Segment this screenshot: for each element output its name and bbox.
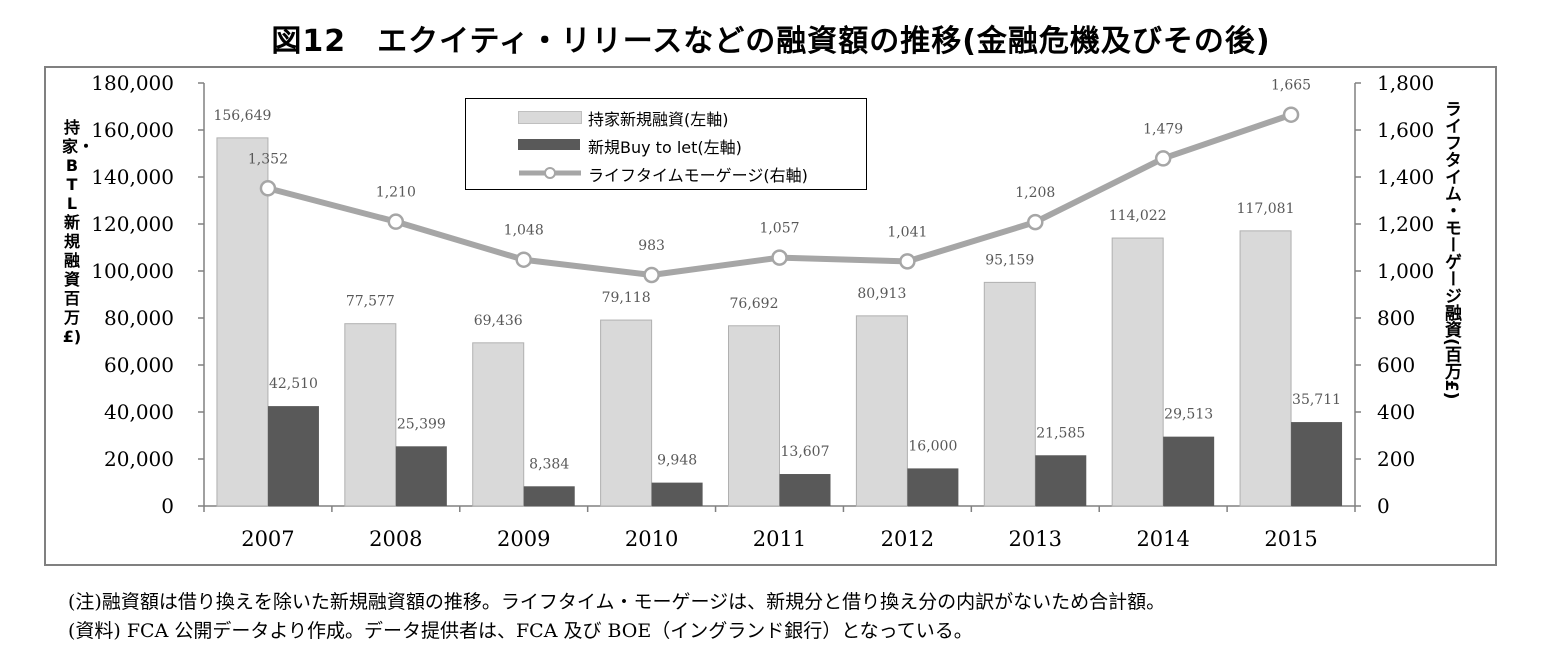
footnote-source: (資料) FCA 公開データより作成。データ提供者は、FCA 及び BOE（イン… xyxy=(68,620,973,642)
point-lifetime-mortgage xyxy=(643,266,660,284)
bar-owner-occupied xyxy=(472,342,525,507)
x-tick-label: 2015 xyxy=(1264,527,1317,551)
data-label-buy-to-let: 35,711 xyxy=(1292,392,1341,408)
data-label-lifetime-mortgage: 983 xyxy=(638,238,665,254)
left-tick-label: 60,000 xyxy=(104,353,174,377)
data-label-buy-to-let: 21,585 xyxy=(1036,425,1085,441)
bar-buy-to-let xyxy=(1035,455,1087,506)
bar-owner-occupied xyxy=(983,281,1036,507)
left-tick-label: 140,000 xyxy=(91,165,174,189)
bar-buy-to-let xyxy=(395,446,447,506)
chart-title: 図12 エクイティ・リリースなどの融資額の推移(金融危機及びその後) xyxy=(271,24,1271,59)
x-tick-label: 2007 xyxy=(241,527,294,551)
left-tick-label: 80,000 xyxy=(104,306,174,330)
bar-buy-to-let xyxy=(907,468,959,506)
bar-buy-to-let xyxy=(523,486,575,506)
bar-owner-occupied xyxy=(600,319,653,507)
data-label-owner-occupied: 69,436 xyxy=(474,313,523,329)
data-label-lifetime-mortgage: 1,210 xyxy=(376,185,416,201)
data-label-owner-occupied: 76,692 xyxy=(730,296,779,312)
x-tick-label: 2008 xyxy=(369,527,422,551)
x-tick-label: 2010 xyxy=(625,527,678,551)
point-lifetime-mortgage xyxy=(1154,150,1172,167)
data-label-lifetime-mortgage: 1,208 xyxy=(1015,185,1055,201)
left-tick-label: 120,000 xyxy=(91,212,174,236)
data-label-buy-to-let: 9,948 xyxy=(657,453,697,469)
legend-label: 持家新規融資(左軸) xyxy=(588,110,729,129)
data-label-lifetime-mortgage: 1,479 xyxy=(1143,121,1183,137)
bar-buy-to-let xyxy=(1163,436,1215,506)
bar-owner-occupied xyxy=(344,323,397,507)
left-tick-label: 180,000 xyxy=(91,71,174,95)
point-lifetime-mortgage xyxy=(771,249,788,266)
point-lifetime-mortgage xyxy=(515,251,532,268)
bar-buy-to-let xyxy=(779,474,831,506)
right-tick-label: 600 xyxy=(1377,353,1415,377)
left-tick-label: 100,000 xyxy=(91,259,174,283)
legend-label: 新規Buy to let(左軸) xyxy=(588,138,742,157)
right-tick-label: 800 xyxy=(1377,306,1415,330)
point-lifetime-mortgage xyxy=(1282,106,1300,123)
point-lifetime-mortgage xyxy=(899,253,916,270)
data-label-owner-occupied: 77,577 xyxy=(346,294,395,310)
right-tick-label: 1,200 xyxy=(1377,212,1434,236)
left-axis-label: 持家・BTL新規融資百万£) xyxy=(62,118,95,346)
bar-buy-to-let xyxy=(267,406,319,506)
legend-label: ライフタイムモーゲージ(右軸) xyxy=(588,166,808,185)
footnotes: (注)融資額は借り換えを除いた新規融資額の推移。ライフタイム・モーゲージは、新規… xyxy=(68,588,1165,646)
legend-swatch-dark-bar xyxy=(518,139,580,150)
data-label-lifetime-mortgage: 1,048 xyxy=(504,223,544,239)
bar-owner-occupied xyxy=(728,325,780,507)
bar-buy-to-let xyxy=(651,482,703,506)
data-label-buy-to-let: 29,513 xyxy=(1164,407,1213,423)
bar-owner-occupied xyxy=(1239,230,1292,507)
data-label-buy-to-let: 13,607 xyxy=(781,444,830,460)
x-tick-label: 2011 xyxy=(753,527,806,551)
data-label-buy-to-let: 25,399 xyxy=(397,416,446,432)
point-lifetime-mortgage xyxy=(387,213,405,230)
x-tick-label: 2012 xyxy=(881,527,934,551)
data-label-owner-occupied: 114,022 xyxy=(1109,208,1167,224)
data-label-owner-occupied: 156,649 xyxy=(213,108,271,124)
data-label-lifetime-mortgage: 1,057 xyxy=(759,221,799,237)
bar-owner-occupied xyxy=(855,315,908,507)
data-label-owner-occupied: 95,159 xyxy=(985,252,1034,268)
right-tick-label: 0 xyxy=(1377,494,1390,518)
right-tick-label: 1,000 xyxy=(1377,259,1434,283)
left-tick-label: 0 xyxy=(161,494,174,518)
data-label-owner-occupied: 80,913 xyxy=(857,286,906,302)
x-tick-label: 2013 xyxy=(1009,527,1062,551)
point-lifetime-mortgage xyxy=(259,180,277,197)
data-label-lifetime-mortgage: 1,352 xyxy=(248,151,288,167)
data-label-lifetime-mortgage: 1,665 xyxy=(1271,78,1311,94)
bar-owner-occupied xyxy=(1111,237,1164,507)
left-tick-label: 20,000 xyxy=(104,447,174,471)
left-tick-label: 40,000 xyxy=(104,400,174,424)
chart-frame xyxy=(44,66,1497,566)
x-tick-label: 2009 xyxy=(497,527,550,551)
right-tick-label: 1,800 xyxy=(1377,71,1434,95)
right-tick-label: 400 xyxy=(1377,400,1415,424)
right-tick-label: 1,400 xyxy=(1377,165,1434,189)
right-tick-label: 1,600 xyxy=(1377,118,1434,142)
data-label-buy-to-let: 8,384 xyxy=(529,456,569,472)
point-lifetime-mortgage xyxy=(1027,213,1044,231)
bar-buy-to-let xyxy=(1291,422,1343,506)
data-label-buy-to-let: 42,510 xyxy=(269,376,318,392)
data-label-owner-occupied: 117,081 xyxy=(1237,201,1295,217)
bar-owner-occupied xyxy=(216,137,269,507)
right-axis-label: ライフタイム・モーゲージ融資(百万£) xyxy=(1441,100,1461,400)
right-tick-label: 200 xyxy=(1377,447,1415,471)
left-tick-label: 160,000 xyxy=(91,118,174,142)
legend-swatch-light-bar xyxy=(518,111,582,124)
data-label-lifetime-mortgage: 1,041 xyxy=(887,224,927,240)
legend-line-marker-icon xyxy=(519,167,581,179)
data-label-buy-to-let: 16,000 xyxy=(908,438,957,454)
data-label-owner-occupied: 79,118 xyxy=(602,290,651,306)
footnote-note: (注)融資額は借り換えを除いた新規融資額の推移。ライフタイム・モーゲージは、新規… xyxy=(68,591,1166,613)
legend: 持家新規融資(左軸) 新規Buy to let(左軸) ライフタイムモーゲージ(… xyxy=(465,98,867,190)
x-tick-label: 2014 xyxy=(1136,527,1189,551)
